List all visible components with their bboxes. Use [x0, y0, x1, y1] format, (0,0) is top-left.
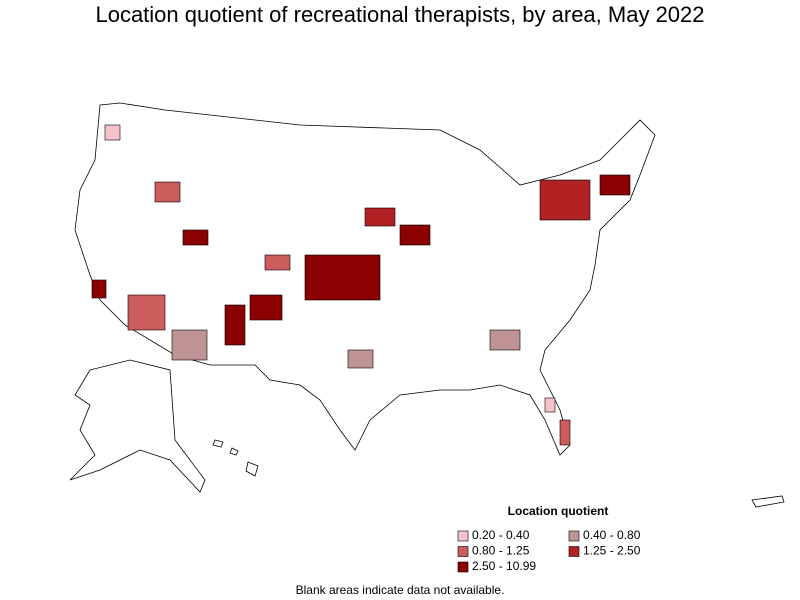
- area: [127, 294, 166, 331]
- map: [69, 102, 785, 508]
- area: [104, 124, 121, 141]
- area: [599, 174, 631, 196]
- areas: [91, 124, 631, 446]
- area: [154, 181, 181, 203]
- legend-swatch: [457, 530, 469, 542]
- legend-swatch: [568, 530, 580, 542]
- area: [224, 304, 246, 346]
- area: [249, 294, 283, 321]
- area: [264, 254, 291, 271]
- legend-swatch: [457, 561, 469, 573]
- legend-label: 0.40 - 0.80: [583, 528, 641, 542]
- legend-swatch: [457, 546, 469, 557]
- area: [489, 329, 521, 351]
- title: Location quotient of recreational therap…: [95, 2, 704, 27]
- area: [539, 179, 591, 221]
- area: [347, 349, 374, 369]
- legend: 0.20 - 0.40 0.40 - 0.80 0.80 - 1.25 1.25 - …: [457, 528, 641, 573]
- area: [399, 224, 431, 246]
- area: [304, 254, 381, 301]
- area: [171, 329, 208, 361]
- legend-swatch: [568, 546, 580, 557]
- legend-label: 1.25 - 2.50: [583, 544, 641, 558]
- puerto-rico: [751, 495, 785, 508]
- area: [364, 207, 396, 227]
- alaska: [69, 359, 206, 493]
- legend-label: 0.80 - 1.25: [472, 544, 530, 558]
- legend-label: 2.50 - 10.99: [472, 559, 536, 573]
- note: Blank areas indicate data not available.: [296, 583, 505, 597]
- area: [91, 279, 107, 299]
- hawaii: [212, 439, 259, 477]
- legend-title: Location quotient: [508, 504, 609, 518]
- area: [544, 397, 556, 413]
- area: [559, 419, 571, 446]
- area: [182, 229, 209, 246]
- legend-label: 0.20 - 0.40: [472, 528, 530, 542]
